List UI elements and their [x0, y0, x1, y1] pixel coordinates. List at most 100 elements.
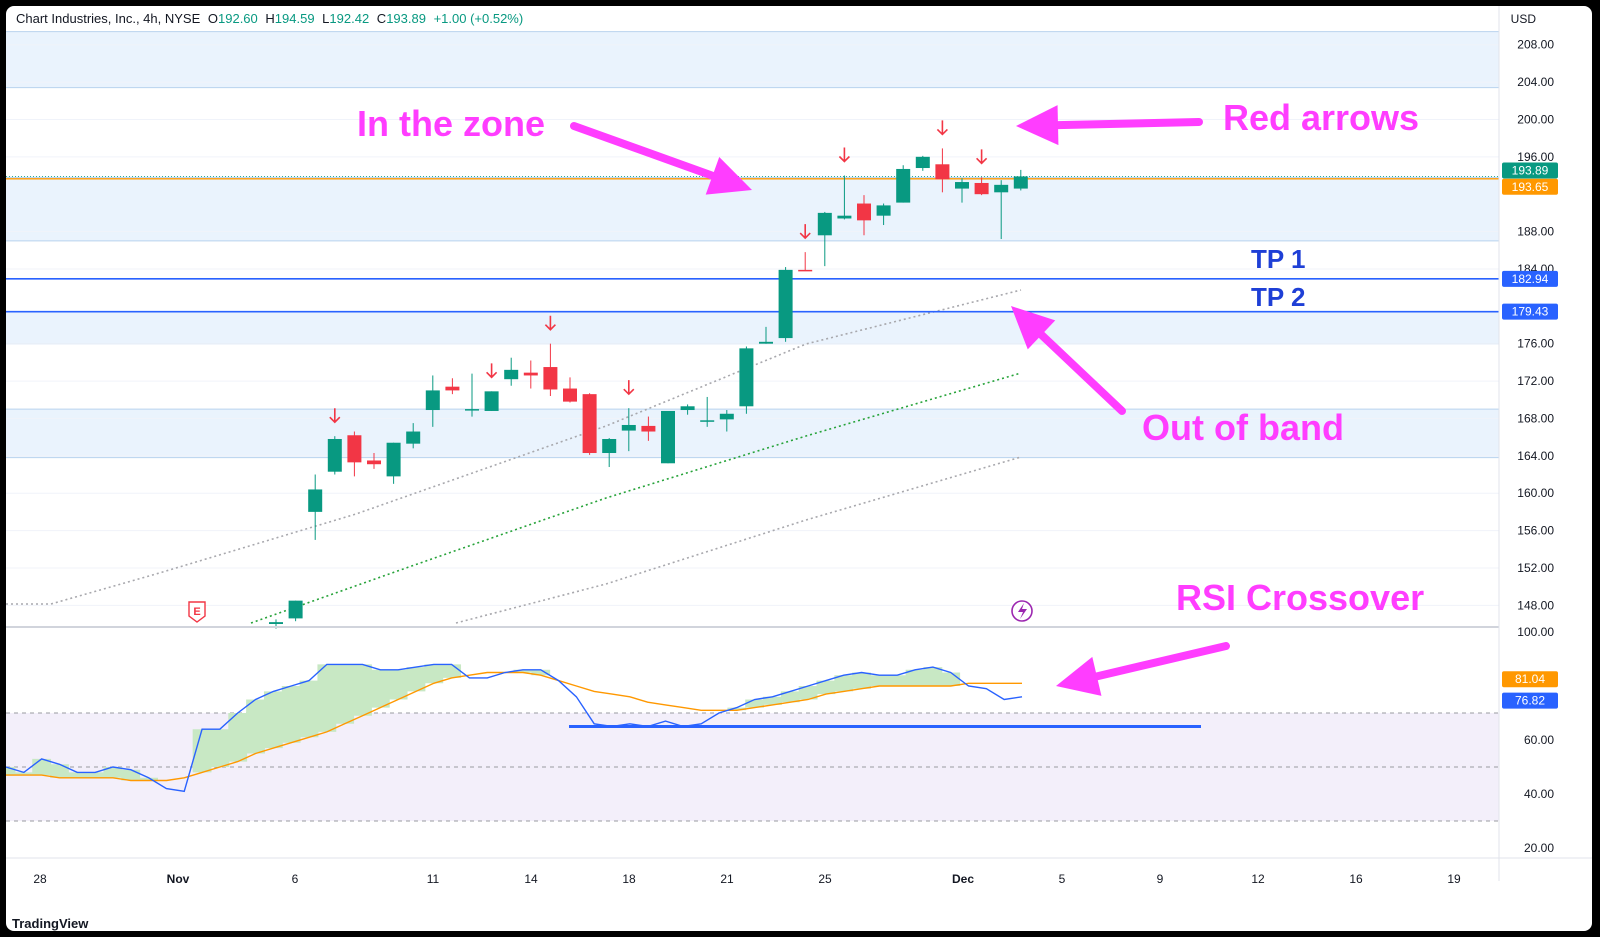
candle-body-10 [465, 409, 479, 411]
candle-body-12 [504, 369, 519, 380]
price-label-3: 179.43 [1512, 305, 1549, 319]
chart-canvas[interactable]: EUSD208.00204.00200.00196.00188.00184.00… [6, 6, 1592, 931]
rsi-tick-3: 20.00 [1524, 841, 1554, 855]
candle-body-1 [288, 600, 303, 619]
change-value: +1.00 (+0.52%) [433, 11, 524, 26]
earnings-icon [188, 601, 206, 623]
currency-label: USD [1511, 12, 1537, 26]
annotation-rsi-crossover: RSI Crossover [1176, 577, 1424, 618]
candle-body-20 [661, 410, 675, 464]
rsi-tick-1: 60.00 [1524, 733, 1554, 747]
red-down-arrow-0 [329, 408, 341, 424]
open-value: 192.60 [218, 11, 258, 26]
arrow-red-arrows-head [1016, 105, 1059, 146]
candle-body-38 [1013, 176, 1028, 189]
symbol-header: Chart Industries, Inc., 4h, NYSE O192.60… [16, 11, 527, 26]
open-label: O [207, 11, 218, 26]
arrow-out-of-band-head [1011, 306, 1056, 350]
arrow-out-of-band-shaft [1037, 330, 1126, 415]
candle-body-33 [915, 156, 930, 169]
rsi-label-0: 81.04 [1515, 672, 1545, 686]
price-tick-2: 200.00 [1517, 112, 1554, 126]
earnings-icon-letter: E [193, 606, 200, 618]
dividend-bolt-icon [1018, 603, 1027, 619]
annotation-out-of-band: Out of band [1142, 407, 1344, 448]
candle-body-32 [896, 168, 911, 203]
price-tick-9: 164.00 [1517, 449, 1554, 463]
time-tick-0: 28 [33, 872, 47, 886]
high-value: 194.59 [274, 11, 315, 26]
candle-body-36 [974, 182, 989, 195]
price-tick-4: 188.00 [1517, 225, 1554, 239]
high-label: H [265, 11, 275, 26]
candle-body-25 [759, 341, 773, 344]
low-value: 192.42 [329, 11, 370, 26]
candle-body-34 [935, 164, 950, 180]
price-tick-12: 152.00 [1517, 561, 1554, 575]
candle-body-26 [778, 269, 793, 339]
annotation-tp1: TP 1 [1251, 244, 1305, 274]
candle-body-2 [308, 489, 323, 512]
price-label-2: 182.94 [1512, 272, 1549, 286]
time-tick-10: 9 [1157, 872, 1164, 886]
arrow-in-the-zone-head [705, 156, 752, 195]
arrow-rsi-crossover-head [1056, 656, 1102, 696]
time-tick-4: 14 [524, 872, 538, 886]
candle-body-28 [817, 212, 832, 236]
time-tick-12: 16 [1349, 872, 1363, 886]
close-value: 193.89 [386, 11, 426, 26]
channel-upper-line [6, 289, 1022, 605]
price-tick-8: 168.00 [1517, 411, 1554, 425]
tradingview-logo[interactable]: TradingView [12, 916, 88, 931]
candle-body-27 [798, 269, 813, 272]
symbol-title[interactable]: Chart Industries, Inc., 4h, NYSE [16, 11, 201, 26]
candle-body-23 [719, 413, 734, 420]
time-tick-8: Dec [952, 872, 974, 886]
time-tick-5: 18 [622, 872, 636, 886]
price-tick-6: 176.00 [1517, 337, 1554, 351]
candle-body-14 [543, 367, 558, 390]
candle-body-3 [327, 438, 342, 472]
time-tick-7: 25 [818, 872, 832, 886]
low-label: L [322, 11, 330, 26]
candle-body-37 [994, 184, 1009, 193]
price-label-1: 193.65 [1512, 180, 1549, 194]
candle-body-29 [837, 215, 852, 219]
annotation-in-the-zone: In the zone [357, 103, 545, 144]
candle-body-19 [641, 425, 656, 432]
candle-body-30 [857, 203, 871, 221]
arrow-rsi-crossover-shaft [1092, 642, 1230, 681]
time-tick-11: 12 [1251, 872, 1265, 886]
tradingview-logo-text: TradingView [12, 916, 89, 931]
price-label-3-bg [1502, 303, 1558, 320]
candle-body-21 [680, 406, 695, 411]
close-label: C [376, 11, 387, 26]
zone-band-2 [6, 311, 1499, 344]
time-tick-1: Nov [167, 872, 190, 886]
price-tick-11: 156.00 [1517, 524, 1554, 538]
channel-middle-line [250, 372, 1022, 624]
price-tick-7: 172.00 [1517, 374, 1554, 388]
chart-frame: E USD 208.00 204.00 200.00 196.00 188.00 184.00… [6, 6, 1592, 931]
candle-body-35 [955, 182, 969, 189]
candle-body-22 [700, 420, 715, 422]
candle-body-24 [739, 348, 754, 407]
candle-body-9 [445, 386, 460, 391]
zone-band-3 [6, 409, 1499, 458]
time-tick-3: 11 [427, 872, 440, 886]
candle-body-11 [484, 391, 499, 411]
price-tick-10: 160.00 [1517, 486, 1554, 500]
rsi-label-1-bg [1502, 692, 1558, 709]
price-tick-0: 208.00 [1517, 38, 1554, 52]
rsi-label-0-bg [1502, 671, 1558, 688]
red-down-arrow-4 [799, 224, 811, 240]
annotation-red-arrows: Red arrows [1223, 97, 1419, 138]
candle-body-4 [347, 435, 362, 463]
rsi-label-1: 76.82 [1515, 694, 1545, 708]
candle-body-0 [269, 622, 283, 624]
price-tick-13: 148.00 [1517, 598, 1554, 612]
red-down-arrow-2 [544, 315, 556, 331]
price-label-1-bg [1502, 178, 1558, 195]
red-down-arrow-3 [623, 380, 635, 396]
time-tick-6: 21 [720, 872, 734, 886]
